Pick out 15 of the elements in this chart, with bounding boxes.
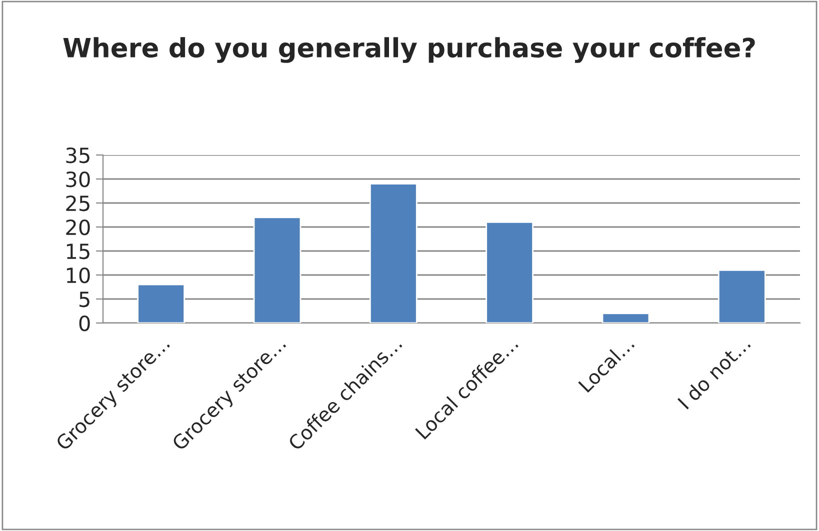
- bar: [718, 270, 766, 323]
- bar: [253, 216, 302, 323]
- y-tick-label: 20: [66, 219, 90, 236]
- bar: [486, 222, 534, 323]
- y-tick-label: 5: [80, 292, 90, 308]
- y-tick-label: 35: [66, 147, 90, 164]
- chart-title: Where do you generally purchase your coffee?: [63, 37, 755, 63]
- y-tick-label: 15: [66, 244, 90, 260]
- bar: [602, 312, 650, 323]
- bar: [369, 183, 418, 323]
- y-tick-label: 10: [66, 267, 90, 284]
- y-tick-label: 25: [66, 195, 90, 212]
- y-tick-label: 30: [66, 171, 90, 188]
- bar: [137, 284, 186, 323]
- y-tick-label: 0: [79, 315, 90, 332]
